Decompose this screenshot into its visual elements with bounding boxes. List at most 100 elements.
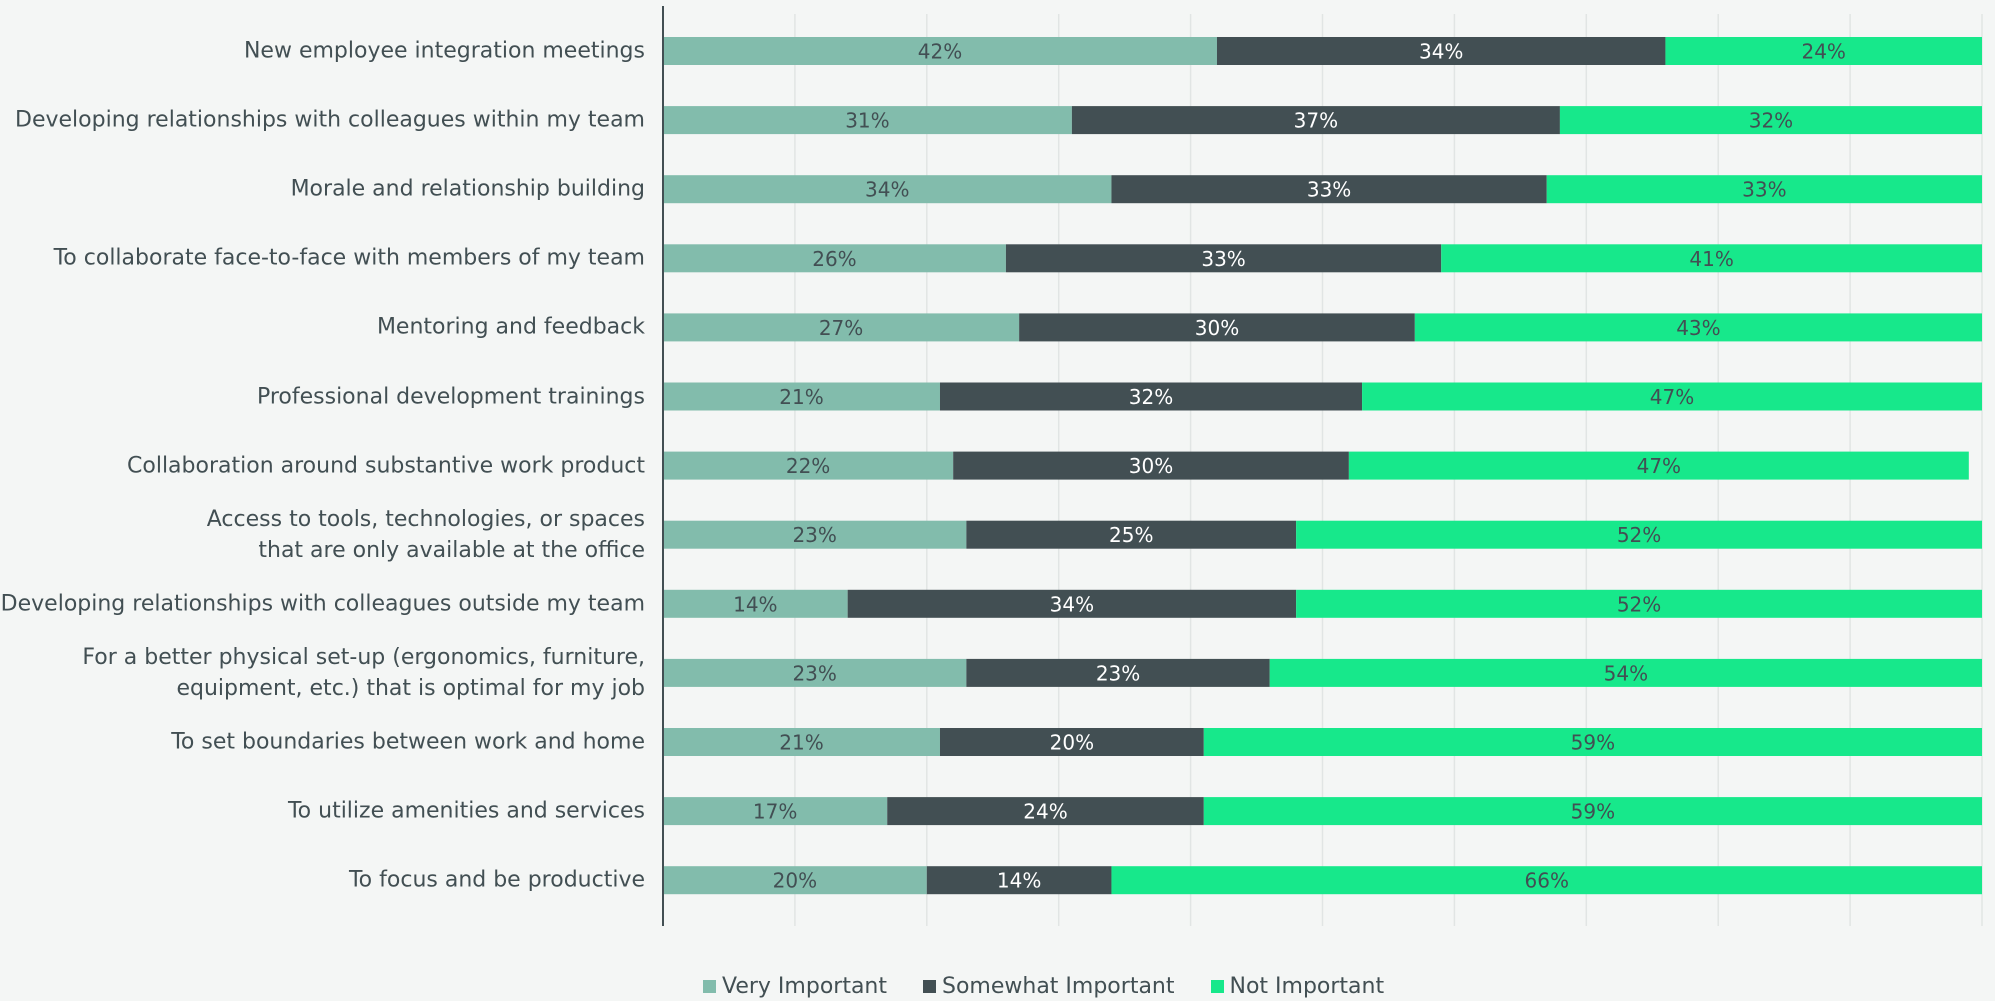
bar-segment: [847, 589, 1297, 618]
bar-segment: [939, 382, 1363, 411]
value-label: 31%: [845, 109, 889, 133]
category-label: Developing relationships with colleagues…: [0, 591, 645, 617]
bar-segment: [1414, 313, 1982, 342]
bar-segment: [1216, 37, 1666, 65]
bar-segment: [1111, 175, 1547, 204]
value-label: 43%: [1676, 316, 1720, 340]
bar-segment: [887, 797, 1204, 826]
value-label: 41%: [1689, 247, 1733, 271]
value-label: 25%: [1109, 523, 1153, 547]
legend: Very Important Somewhat Important Not Impo…: [703, 974, 1384, 999]
value-label: 32%: [1129, 385, 1173, 409]
value-label: 32%: [1749, 109, 1793, 133]
bar-segment: [663, 520, 967, 549]
value-label: 26%: [812, 247, 856, 271]
value-label: 54%: [1604, 661, 1648, 685]
bar-segment: [1296, 520, 1982, 549]
value-label: 27%: [819, 316, 863, 340]
value-label: 20%: [1050, 731, 1094, 755]
value-label: 22%: [786, 454, 830, 478]
value-label: 30%: [1195, 316, 1239, 340]
value-label: 23%: [792, 523, 836, 547]
legend-item: Not Important: [1210, 974, 1385, 999]
bar-segment: [663, 451, 954, 480]
legend-label: Not Important: [1229, 974, 1385, 999]
category-label: To set boundaries between work and home: [171, 729, 645, 755]
bar-segment: [1111, 866, 1982, 895]
value-label: 59%: [1571, 800, 1615, 824]
category-label: Developing relationships with colleagues…: [15, 107, 645, 133]
value-label: 33%: [1201, 247, 1245, 271]
bar-segment: [1071, 106, 1560, 135]
value-label: 33%: [1742, 178, 1786, 202]
bar-segment: [663, 175, 1112, 204]
legend-swatch: [703, 980, 716, 993]
value-label: 23%: [1096, 661, 1140, 685]
category-label: Professional development trainings: [256, 384, 645, 409]
category-label: To utilize amenities and services: [287, 798, 645, 824]
value-label: 20%: [773, 869, 817, 893]
category-label: To focus and be productive: [348, 867, 645, 893]
bar-segment: [1203, 797, 1982, 826]
bar-segment: [966, 520, 1297, 549]
value-label: 47%: [1637, 454, 1681, 478]
bar-segment: [663, 313, 1020, 342]
bar-segment: [926, 866, 1112, 895]
bar-segment: [663, 589, 848, 618]
bar-segment: [966, 658, 1270, 687]
bar-segment: [1203, 728, 1982, 756]
value-label: 42%: [918, 40, 962, 64]
bar-segment: [1019, 313, 1415, 342]
bar-segment: [1362, 382, 1982, 411]
legend-label: Somewhat Important: [942, 974, 1175, 999]
bar-segment: [663, 658, 967, 687]
value-label: 34%: [865, 178, 909, 202]
bar-segment: [1665, 37, 1982, 65]
value-label: 34%: [1419, 40, 1463, 64]
category-label: Collaboration around substantive work pr…: [127, 453, 645, 479]
value-label: 14%: [997, 869, 1041, 893]
category-label: Access to tools, technologies, or spaces…: [206, 506, 645, 563]
legend-item: Somewhat Important: [923, 974, 1175, 999]
bar-segment: [1348, 451, 1969, 480]
legend-swatch: [1210, 980, 1224, 993]
bar-segment: [663, 797, 888, 826]
bar-segment: [953, 451, 1349, 480]
bar-segment: [1296, 589, 1982, 618]
category-label: To collaborate face-to-face with members…: [53, 245, 645, 271]
value-label: 23%: [792, 661, 836, 685]
value-label: 66%: [1525, 869, 1569, 893]
value-label: 37%: [1294, 109, 1338, 133]
category-label: For a better physical set-up (ergonomics…: [82, 644, 645, 701]
value-label: 59%: [1571, 731, 1615, 755]
bar-segment: [939, 728, 1204, 756]
category-label: New employee integration meetings: [243, 38, 645, 64]
legend-item: Very Important: [703, 974, 887, 999]
bar-segment: [1005, 244, 1442, 273]
bar-segment: [663, 106, 1072, 135]
value-label: 21%: [779, 731, 823, 755]
value-label: 52%: [1617, 592, 1661, 616]
legend-swatch: [923, 980, 936, 993]
value-label: 34%: [1050, 592, 1094, 616]
value-label: 14%: [733, 592, 777, 616]
legend-label: Very Important: [722, 974, 887, 999]
value-label: 17%: [753, 800, 797, 824]
bar-segment: [663, 37, 1217, 65]
bar-segment: [1441, 244, 1982, 273]
bar-segment: [1546, 175, 1982, 204]
bar-segment: [663, 728, 940, 756]
bar-segment: [663, 244, 1006, 273]
category-label: Morale and relationship building: [290, 176, 645, 202]
bar-segment: [1269, 658, 1982, 687]
value-label: 33%: [1307, 178, 1351, 202]
value-label: 47%: [1650, 385, 1694, 409]
category-label: Mentoring and feedback: [376, 314, 645, 340]
bar-segment: [663, 382, 940, 411]
value-label: 24%: [1801, 40, 1845, 64]
value-label: 21%: [779, 385, 823, 409]
value-label: 52%: [1617, 523, 1661, 547]
value-label: 30%: [1129, 454, 1173, 478]
